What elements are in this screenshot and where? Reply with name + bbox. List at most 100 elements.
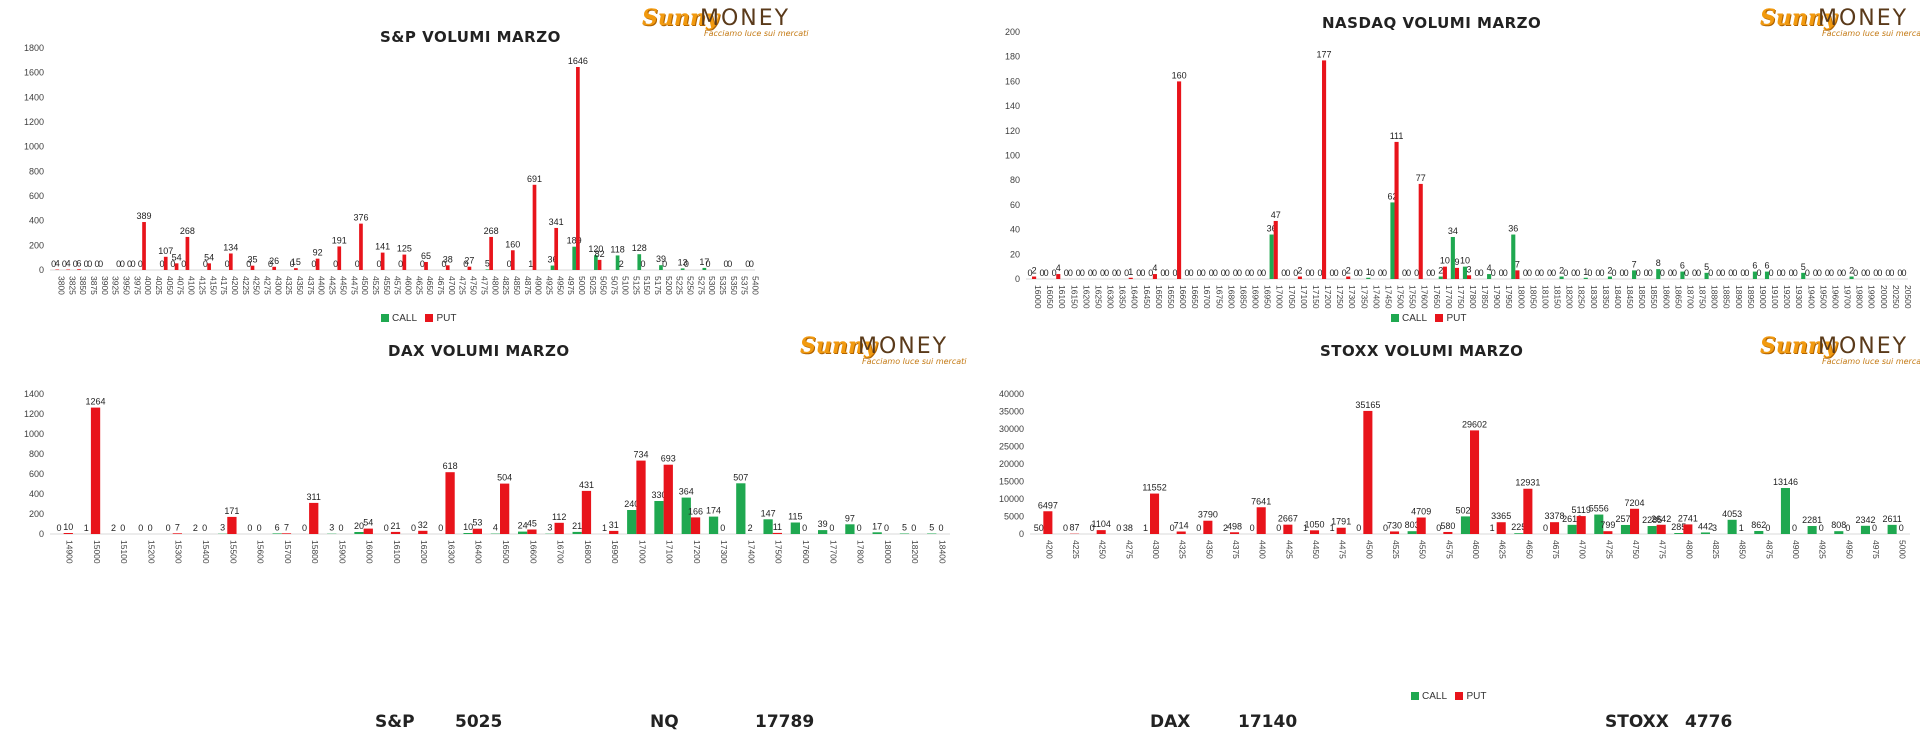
- call-bar: [485, 269, 490, 270]
- data-label: 0: [1044, 268, 1049, 278]
- data-label: 0: [884, 523, 889, 533]
- x-tick-label: 18300: [1589, 285, 1599, 309]
- data-label: 311: [307, 492, 321, 502]
- data-label: 0: [706, 259, 711, 269]
- call-bar: [1887, 524, 1897, 534]
- x-tick-label: 4425: [1284, 540, 1294, 559]
- data-label: 2: [193, 523, 198, 533]
- data-label: 0: [1040, 268, 1045, 278]
- x-tick-label: 18500: [1637, 285, 1647, 309]
- data-label: 0: [1599, 268, 1604, 278]
- x-tick-label: 4700: [1578, 540, 1588, 559]
- data-label: 0: [1092, 268, 1097, 278]
- legend-call-label: CALL: [1402, 313, 1427, 324]
- data-label: 0: [138, 523, 143, 533]
- x-tick-label: 15300: [174, 540, 184, 564]
- data-label: 0: [1535, 268, 1540, 278]
- data-label: 6: [1764, 261, 1769, 271]
- call-bar: [1754, 530, 1764, 534]
- data-label: 0: [1612, 268, 1617, 278]
- x-tick-label: 16550: [1166, 285, 1176, 309]
- put-bar: [1177, 81, 1182, 280]
- data-label: 0: [1064, 268, 1069, 278]
- x-tick-label: 4875: [1764, 540, 1774, 559]
- x-tick-label: 4800: [490, 276, 500, 295]
- x-tick-label: 19900: [1867, 285, 1877, 309]
- put-bar: [1150, 493, 1160, 534]
- x-tick-label: 4475: [349, 276, 359, 295]
- data-label: 0: [1276, 523, 1281, 533]
- x-tick-label: 4500: [1364, 540, 1374, 559]
- x-tick-label: 14900: [65, 540, 75, 564]
- x-tick-label: 19400: [1806, 285, 1816, 309]
- data-label: 0: [1708, 268, 1713, 278]
- data-label: 1: [528, 259, 533, 269]
- data-label: 0: [724, 259, 729, 269]
- stoxx-chart-panel: 0 5000 10000 15000 20000 25000 30000 35000 40000…: [960, 333, 1920, 738]
- data-label: 0: [1406, 268, 1411, 278]
- x-tick-label: 4000: [143, 276, 153, 295]
- x-tick-label: 4025: [154, 276, 164, 295]
- x-tick-label: 4225: [1071, 540, 1081, 559]
- data-label: 177: [1317, 49, 1332, 59]
- call-bar: [1511, 234, 1516, 279]
- data-label: 268: [180, 226, 195, 236]
- data-label: 0: [1382, 268, 1387, 278]
- data-label: 0: [1257, 268, 1262, 278]
- data-label: 35: [247, 255, 257, 265]
- x-tick-label: 17100: [665, 540, 675, 564]
- data-label: 11: [773, 522, 782, 532]
- put-bar: [1416, 517, 1426, 534]
- put-bar: [1056, 274, 1061, 279]
- x-tick-label: 5150: [642, 276, 652, 295]
- data-label: 2741: [1678, 513, 1698, 523]
- data-label: 0: [1684, 268, 1689, 278]
- data-label: 0: [1116, 268, 1121, 278]
- x-tick-label: 4850: [512, 276, 522, 295]
- put-bar: [1683, 524, 1693, 534]
- data-label: 2: [619, 259, 624, 269]
- x-tick-label: 5300: [707, 276, 717, 295]
- data-label: 0: [1817, 268, 1822, 278]
- data-label: 0: [463, 259, 468, 269]
- brand-sunny: Sunny: [642, 5, 719, 31]
- data-label: 0: [203, 259, 208, 269]
- y-tick-label: 400: [29, 216, 44, 226]
- put-bar: [1128, 277, 1133, 279]
- data-label: 0: [1475, 268, 1480, 278]
- x-tick-label: 4625: [414, 276, 424, 295]
- data-label: 0: [1305, 268, 1310, 278]
- data-label: 0: [56, 523, 61, 533]
- data-label: 77: [1416, 173, 1426, 183]
- put-bar: [500, 483, 510, 534]
- x-tick-label: 16950: [1263, 285, 1273, 309]
- x-tick-label: 4225: [241, 276, 251, 295]
- data-label: 0: [1201, 268, 1206, 278]
- x-tick-label: 4675: [436, 276, 446, 295]
- x-tick-label: 17300: [1347, 285, 1357, 309]
- x-tick-label: 4525: [1391, 540, 1401, 559]
- data-label: 2: [1297, 266, 1302, 276]
- data-label: 0: [1197, 268, 1202, 278]
- call-bar: [654, 501, 664, 534]
- data-label: 4: [55, 259, 60, 269]
- data-label: 0: [247, 523, 252, 533]
- data-label: 268: [484, 226, 499, 236]
- x-tick-label: 18800: [1710, 285, 1720, 309]
- data-label: 0: [1829, 268, 1834, 278]
- x-tick-label: 4250: [1098, 540, 1108, 559]
- data-label: 2: [111, 523, 116, 533]
- x-tick-label: 20250: [1891, 285, 1901, 309]
- data-label: 240: [624, 499, 639, 509]
- data-label: 2342: [1855, 515, 1875, 525]
- data-label: 0: [131, 259, 136, 269]
- x-tick-label: 15600: [256, 540, 266, 564]
- put-bar: [390, 531, 401, 534]
- data-label: 171: [224, 506, 239, 516]
- call-bar: [1620, 524, 1630, 534]
- data-label: 10: [1440, 256, 1450, 266]
- data-label: 0: [1595, 268, 1600, 278]
- x-tick-label: 3875: [89, 276, 99, 295]
- x-tick-label: 16700: [1202, 285, 1212, 309]
- x-tick-label: 3850: [78, 276, 88, 295]
